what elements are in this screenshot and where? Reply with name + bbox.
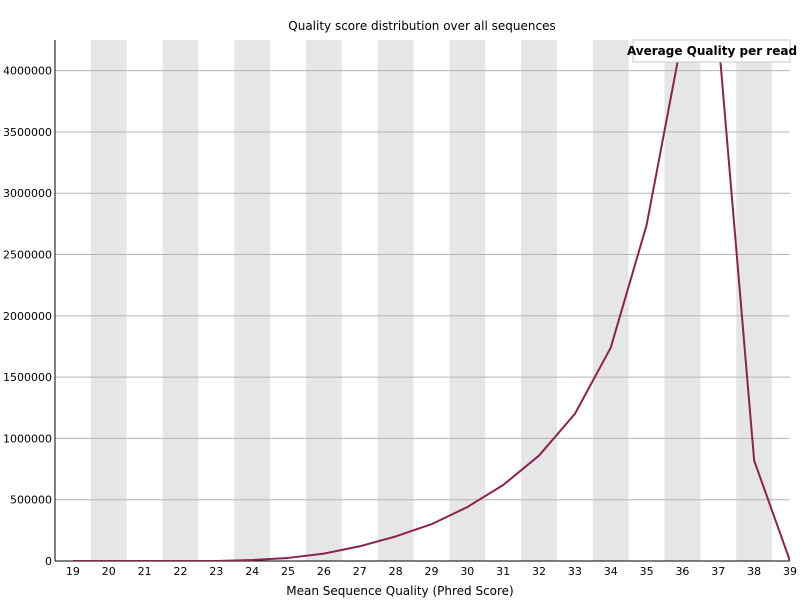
x-tick-label: 19 [66, 565, 80, 578]
background-band [234, 40, 271, 561]
y-tick-label: 3000000 [3, 187, 52, 200]
chart-title: Quality score distribution over all sequ… [288, 19, 555, 33]
y-tick-label: 4000000 [3, 65, 52, 78]
series-layer [72, 40, 790, 561]
x-tick-label: 32 [532, 565, 546, 578]
background-band [521, 40, 557, 561]
y-tick-label: 500000 [10, 494, 52, 507]
grid-lines [55, 70, 790, 501]
legend: Average Quality per read [627, 39, 797, 63]
x-tick-label: 26 [317, 565, 331, 578]
y-tick-label: 2000000 [3, 310, 52, 323]
x-tick-label: 22 [173, 565, 187, 578]
x-tick-label: 38 [747, 565, 761, 578]
x-tick-label: 29 [424, 565, 438, 578]
x-tick-label: 30 [460, 565, 474, 578]
y-tick-label: 1500000 [3, 371, 52, 384]
series-line [72, 40, 790, 561]
x-tick-label: 21 [138, 565, 152, 578]
y-tick-label: 1000000 [3, 432, 52, 445]
background-band [90, 40, 127, 561]
x-tick-label: 39 [783, 565, 797, 578]
background-band [162, 40, 199, 561]
x-tick-label: 33 [568, 565, 582, 578]
x-tick-label: 36 [675, 565, 689, 578]
y-tick-label: 0 [45, 555, 52, 568]
x-tick-label: 37 [711, 565, 725, 578]
x-tick-label: 35 [640, 565, 654, 578]
x-axis-label: Mean Sequence Quality (Phred Score) [286, 584, 514, 598]
legend-box [632, 39, 791, 63]
background-band [592, 40, 629, 561]
background-band [377, 40, 414, 561]
x-tick-label: 24 [245, 565, 259, 578]
x-tick-label: 31 [496, 565, 510, 578]
x-tick-label: 20 [102, 565, 116, 578]
alternating-bands [90, 40, 773, 561]
background-band [664, 40, 701, 561]
background-band [736, 40, 773, 561]
y-tick-label: 2500000 [3, 249, 52, 262]
legend-label: Average Quality per read [627, 44, 797, 58]
x-tick-label: 25 [281, 565, 295, 578]
background-band [305, 40, 342, 561]
y-tick-label: 3500000 [3, 126, 52, 139]
background-band [449, 40, 486, 561]
x-tick-label: 23 [209, 565, 223, 578]
x-tick-label: 34 [604, 565, 618, 578]
x-tick-label: 28 [389, 565, 403, 578]
tick-labels: 0 500000 1000000 1500000 2000000 2500000 30000… [3, 65, 797, 578]
x-tick-label: 27 [353, 565, 367, 578]
